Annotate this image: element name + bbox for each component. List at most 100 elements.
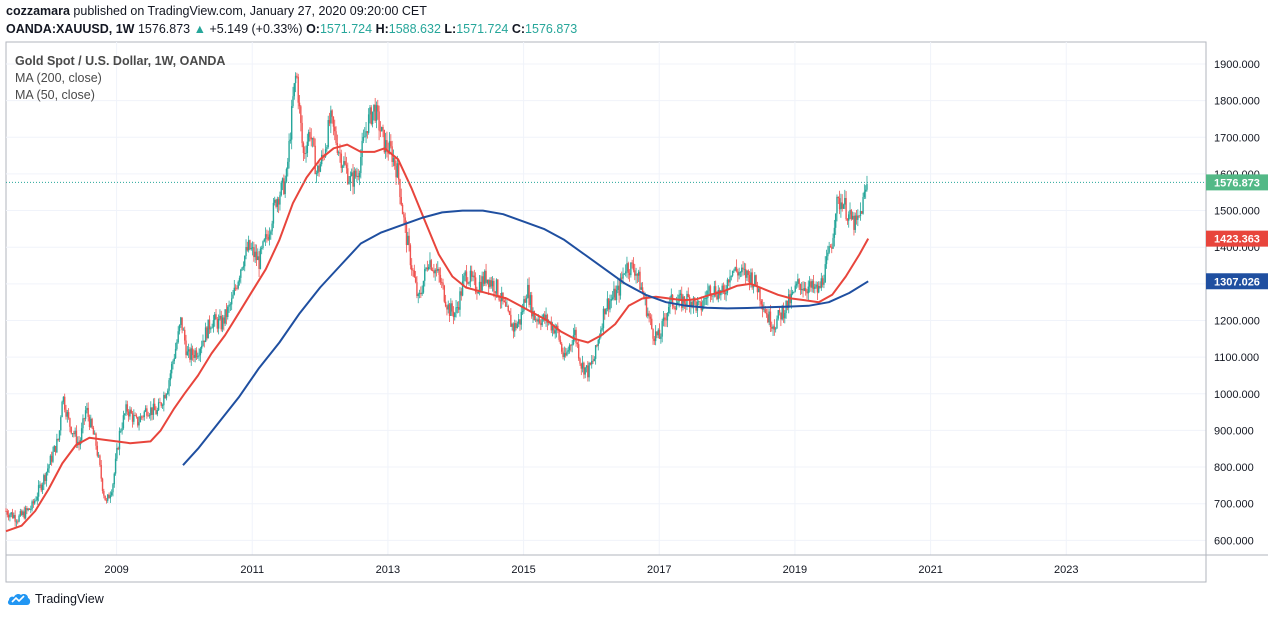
candle-body [575,329,577,343]
candle-body [195,350,198,358]
candle-body [810,281,812,288]
legend-ma200[interactable]: MA (200, close) [15,71,102,85]
candle-body [13,515,15,518]
candle-body [420,292,422,295]
candle-body [658,329,661,339]
candle-body [181,317,183,330]
candle-body [709,286,712,296]
candle-body [383,129,386,153]
candle-body [105,500,108,502]
candle-body [152,403,155,415]
tradingview-brand[interactable]: TradingView [7,592,104,606]
candle-body [461,281,464,296]
candle-body [19,511,22,516]
candle-body [550,321,552,331]
candle-body [92,427,95,435]
candle-body [347,168,349,184]
candle-body [32,501,35,504]
candle-body [523,299,525,312]
candle-body [258,256,260,269]
candle-body [44,475,46,481]
candle-body [124,413,126,416]
candle-body [721,285,723,291]
author-name[interactable]: cozzamara [6,4,70,18]
candle-body [690,301,692,308]
candle-body [227,306,229,317]
candle-body [542,314,545,320]
candle-body [546,314,549,323]
candle-body [613,288,615,298]
candle-body [202,340,204,346]
candle-body [10,512,12,515]
last-price-label-bg [1206,174,1268,191]
time-axis[interactable]: 2009 2011 2013 2015 2017 2019 2021 2023 [104,564,1078,576]
candle-body [356,175,358,177]
candle-body [50,455,53,462]
candle-body [148,415,151,416]
candle-body [808,281,811,287]
candle-body [121,428,123,431]
candle-body [841,202,843,209]
symbol-name: OANDA:XAUUSD, 1W [6,22,135,36]
candle-body [118,430,121,450]
candle-body [272,202,275,224]
candle-body [23,511,25,519]
candle-body [178,324,181,332]
candle-body [228,304,230,307]
candle-body [294,75,297,84]
candle-body [452,311,455,318]
candle-body [780,312,782,320]
candle-body [344,161,346,165]
candle-body [332,116,335,127]
candle-body [529,295,532,305]
candle-body [447,304,449,310]
candle-body [40,484,42,491]
candle-body [290,106,293,140]
candle-body [801,288,803,291]
candle-body [271,223,273,232]
legend-main-series[interactable]: Gold Spot / U.S. Dollar, 1W, OANDA [15,54,226,68]
candle-body [264,234,267,240]
candle-body [411,265,413,271]
candle-body [571,344,573,346]
candle-body [726,279,729,293]
candle-body [632,263,635,271]
candle-body [367,114,370,133]
candle-body [605,308,607,315]
candle-body [678,294,680,302]
legend-ma50[interactable]: MA (50, close) [15,88,95,102]
candle-body [392,157,395,162]
candle-body [95,433,97,446]
candle-body [750,272,752,284]
candle-body [815,284,817,287]
high-value: 1588.632 [388,22,441,36]
price-axis[interactable]: 600.000 700.000 800.000 900.000 1000.000 1100… [1214,59,1260,547]
candle-body [838,198,841,210]
candle-body [174,348,177,359]
candle-body [70,426,72,434]
candle-body [155,410,157,415]
candle-body [418,292,421,295]
candle-body [366,131,369,133]
candle-body [591,360,593,365]
candle-body [99,455,101,465]
candle-body [738,272,740,276]
candle-body [280,182,282,196]
candle-body [203,340,205,343]
candle-body [536,319,538,322]
candle-body [360,157,362,174]
candle-body [94,433,96,435]
candle-body [833,227,836,238]
candle-body [424,269,426,281]
candle-body [172,361,174,365]
candle-body [122,415,125,429]
candle-body [730,275,733,277]
candle-body [107,494,109,501]
candle-body [103,491,105,496]
candle-body [528,284,530,305]
candle-body [777,310,779,319]
candle-body [862,197,864,214]
candle-body [427,266,430,270]
candle-body [284,181,286,195]
